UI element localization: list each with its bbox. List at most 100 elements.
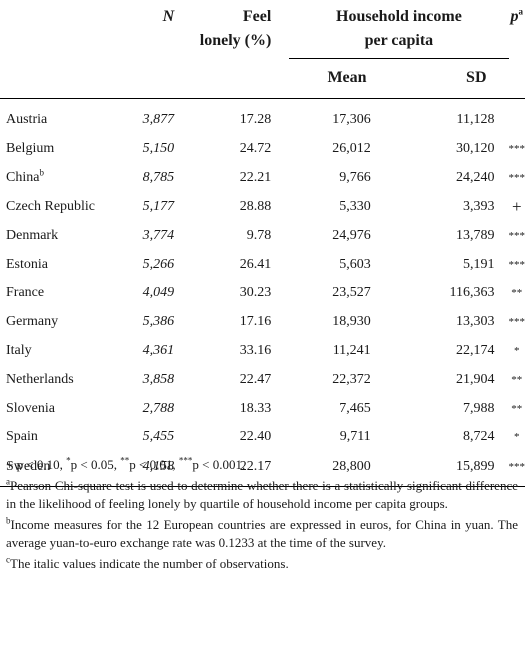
country-cell-text: Estonia [6,256,48,272]
feel-lonely-cell-text: 28.88 [239,198,272,214]
p-value-cell-text: * [514,431,520,444]
header-mean: Mean [327,69,367,86]
n-cell: 5,150 [105,135,192,164]
income-sd-cell-text: 13,789 [456,227,495,243]
country-cell: Czech Republic [0,193,105,222]
country-cell-text: Sweden [6,458,51,474]
country-cell: Spain [0,423,105,452]
n-cell: 5,455 [105,423,192,452]
header-n: N [162,8,175,25]
income-sd-cell-text: 3,393 [463,198,495,214]
feel-lonely-cell: 22.47 [192,365,289,394]
n-cell: 4,361 [105,337,192,366]
n-cell-text: 8,785 [142,170,175,186]
country-cell: Chinab [0,164,105,193]
income-mean-cell-text: 18,930 [332,314,371,330]
country-cell-text: Austria [6,112,48,127]
income-mean-cell-text: 5,603 [339,256,371,272]
n-cell-text: 5,177 [142,198,175,214]
income-sd-cell: 116,363 [405,279,509,308]
feel-lonely-cell-text: 22.17 [239,458,272,474]
footnote-a-text: Pearson Chi-square test is used to deter… [6,477,518,512]
country-cell: Slovenia [0,394,105,423]
feel-lonely-cell-text: 22.21 [239,170,272,186]
country-cell-text: Slovenia [6,400,55,416]
table-row: Czech Republic 5,177 28.88 5,330 3,393 + [0,193,525,222]
n-cell-text: 3,858 [142,371,175,387]
n-cell-text: 5,150 [142,141,175,157]
feel-lonely-cell: 18.33 [192,394,289,423]
footnote-a-sup: a [6,476,10,487]
n-cell-text: 2,788 [142,400,175,416]
p-value-cell: *** [509,221,525,250]
income-mean-cell: 17,306 [289,98,405,135]
income-mean-cell-text: 9,766 [339,170,371,186]
income-sd-cell-text: 7,988 [463,400,495,416]
header-p-label: p [510,8,519,25]
income-sd-cell: 5,191 [405,250,509,279]
header-feel-lonely-line2: lonely (%) [199,32,272,49]
table-row: Austria 3,877 17.28 17,306 11,128 [0,98,525,135]
table-row: Denmark 3,774 9.78 24,976 13,789 *** [0,221,525,250]
p-value-cell: *** [509,164,525,193]
n-cell-text: 5,386 [142,314,175,330]
header-p: pa [509,0,525,99]
feel-lonely-cell-text: 22.40 [239,429,272,445]
income-sd-cell: 3,393 [405,193,509,222]
income-sd-cell-text: 8,724 [463,429,495,445]
n-cell-text: 4,049 [142,285,175,301]
country-cell-text: Germany [6,314,59,330]
n-cell-text: 4,361 [142,342,175,358]
income-sd-cell: 13,789 [405,221,509,250]
country-cell: Austria [0,98,106,135]
income-mean-cell-text: 28,800 [332,458,371,474]
p-value-cell-text: *** [508,258,525,271]
feel-lonely-cell: 33.16 [192,337,289,366]
n-cell-text: 5,455 [142,429,175,445]
feel-lonely-cell: 30.23 [192,279,289,308]
income-mean-cell: 9,766 [289,164,404,193]
country-cell-text: France [6,285,45,301]
p-value-cell-text: * [514,344,520,357]
feel-lonely-cell: 9.78 [192,221,289,250]
feel-lonely-cell-text: 22.47 [239,371,272,387]
income-sd-cell-text: 24,240 [456,170,495,186]
income-sd-cell: 24,240 [405,164,509,193]
p-value-cell: + [509,193,525,222]
p-value-cell-text: *** [508,172,525,185]
p-value-cell: *** [509,135,525,164]
income-mean-cell: 26,012 [289,135,404,164]
p-value-cell-text: *** [508,229,525,242]
feel-lonely-cell: 28.88 [192,193,289,222]
table-body: Austria 3,877 17.28 17,306 11,128 Belgium 5,15… [0,98,525,487]
header-country [0,0,105,99]
feel-lonely-cell: 17.28 [192,98,290,135]
header-feel-lonely-line1: Feel [242,8,272,25]
n-cell-text: 3,877 [142,112,175,127]
income-sd-cell-text: 11,128 [456,112,495,127]
footnote-b: bIncome measures for the 12 European cou… [6,516,518,553]
feel-lonely-cell-text: 17.16 [239,314,272,330]
p-value-cell-text: + [511,196,522,216]
country-cell: Italy [0,337,105,366]
income-sd-cell-text: 21,904 [456,371,495,387]
income-sd-cell-text: 15,899 [456,458,495,474]
table-row: Germany 5,386 17.16 18,930 13,303 *** [0,308,525,337]
footnote-c: cThe italic values indicate the number o… [6,555,518,574]
income-mean-cell-text: 7,465 [339,400,371,416]
n-cell: 4,049 [105,279,192,308]
country-cell: Estonia [0,250,105,279]
header-income-line2: per capita [364,32,434,49]
income-mean-cell: 5,330 [289,193,404,222]
header-household-income: Household income per capita [289,0,509,59]
sig-1: p < 0.05, [70,457,121,472]
income-sd-cell: 15,899 [404,451,509,487]
income-sd-cell-text: 30,120 [456,141,495,157]
country-cell-text: Belgium [6,141,55,157]
income-mean-cell-text: 17,306 [332,112,371,127]
feel-lonely-cell-text: 18.33 [239,400,272,416]
p-value-cell: ** [509,394,525,423]
table-notes: + p < 0.10, *p < 0.05, **p < 0.01, ***p … [6,456,518,576]
income-sd-cell: 22,174 [405,337,509,366]
income-mean-cell-text: 22,372 [332,371,371,387]
